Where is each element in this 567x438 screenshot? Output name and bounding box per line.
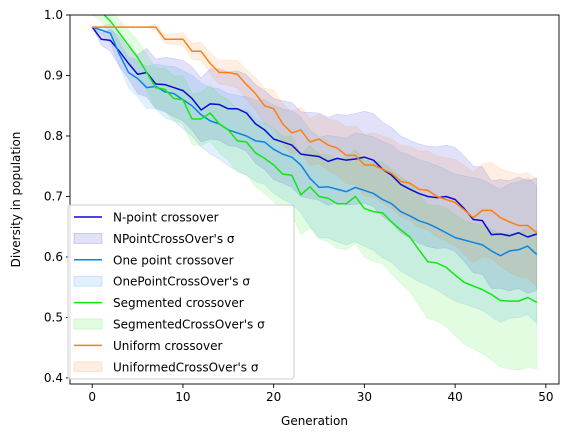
- y-tick-label: 0.9: [44, 68, 63, 82]
- legend: N-point crossover NPointCrossOver's σ One …: [67, 204, 295, 380]
- plot-frame: [69, 14, 560, 385]
- legend-label: SegmentedCrossOver's σ: [113, 318, 265, 332]
- legend-band-swatch: [73, 361, 103, 373]
- legend-band-swatch: [73, 275, 103, 287]
- y-axis-ticks: 0.4 0.5 0.6 0.7 0.8 0.9 1.0: [44, 8, 70, 385]
- series-lines: [91, 15, 538, 304]
- series-line-1: [91, 26, 538, 257]
- x-axis-ticks: 0 10 20 30 40 50: [88, 384, 553, 404]
- x-tick-label: 20: [266, 390, 281, 404]
- series-line-2: [92, 15, 538, 304]
- legend-label: OnePointCrossOver's σ: [113, 275, 250, 289]
- legend-label: Uniform crossover: [113, 339, 222, 353]
- series-line-3: [92, 26, 538, 234]
- x-tick-label: 30: [357, 390, 372, 404]
- y-tick-label: 0.6: [44, 250, 63, 264]
- x-tick-label: 40: [447, 390, 462, 404]
- legend-label: NPointCrossOver's σ: [113, 232, 235, 246]
- y-tick-label: 0.7: [44, 189, 63, 203]
- legend-band-swatch: [73, 232, 103, 244]
- legend-label: Segmented crossover: [113, 296, 244, 310]
- legend-box: [67, 204, 295, 380]
- y-tick-label: 0.5: [44, 310, 63, 324]
- legend-label: N-point crossover: [113, 211, 219, 225]
- y-tick-label: 0.4: [44, 371, 63, 385]
- x-axis-label: Generation: [281, 414, 348, 428]
- x-tick-label: 0: [88, 390, 96, 404]
- x-tick-label: 10: [175, 390, 190, 404]
- x-tick-label: 50: [538, 390, 553, 404]
- y-tick-label: 0.8: [44, 129, 63, 143]
- legend-label: UniformedCrossOver's σ: [113, 360, 259, 374]
- y-tick-label: 1.0: [44, 8, 63, 22]
- legend-label: One point crossover: [113, 253, 234, 267]
- legend-band-swatch: [73, 318, 103, 330]
- series-line-0: [91, 26, 538, 238]
- y-axis-label: Diversity in population: [9, 132, 23, 268]
